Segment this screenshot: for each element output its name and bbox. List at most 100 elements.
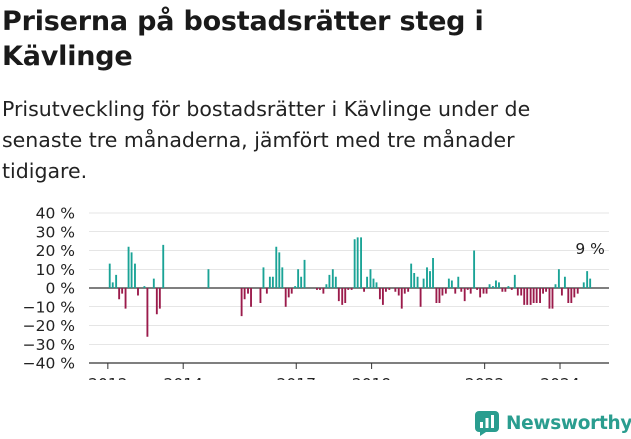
bar bbox=[466, 288, 469, 290]
bar bbox=[143, 286, 146, 288]
bar bbox=[492, 286, 494, 288]
bar bbox=[586, 271, 589, 288]
bar bbox=[381, 288, 384, 305]
bar bbox=[325, 284, 328, 288]
brand-name: Newsworthy bbox=[506, 412, 631, 434]
bar bbox=[388, 288, 391, 290]
bar bbox=[384, 288, 387, 292]
bar bbox=[416, 276, 419, 288]
bar bbox=[287, 288, 290, 298]
bar bbox=[457, 276, 460, 288]
bar bbox=[426, 267, 428, 288]
bar bbox=[535, 288, 538, 303]
bar bbox=[548, 288, 551, 309]
bar bbox=[337, 288, 340, 302]
bar bbox=[482, 288, 485, 294]
y-tick-label: 0 % bbox=[45, 280, 75, 298]
bar bbox=[422, 278, 425, 288]
bar bbox=[294, 286, 297, 288]
bar bbox=[447, 278, 450, 288]
bar bbox=[460, 288, 463, 292]
bar bbox=[344, 288, 347, 303]
bar bbox=[300, 276, 303, 288]
bar bbox=[250, 288, 252, 307]
y-tick-label: −30 % bbox=[23, 336, 75, 354]
bar bbox=[372, 278, 375, 288]
bar bbox=[429, 271, 431, 288]
bar bbox=[271, 276, 274, 288]
bar bbox=[557, 269, 560, 288]
y-tick-label: −10 % bbox=[23, 298, 75, 316]
bar bbox=[450, 280, 453, 288]
bar bbox=[262, 267, 265, 288]
bar bbox=[265, 288, 268, 294]
bar bbox=[435, 288, 438, 303]
bar bbox=[526, 288, 529, 305]
y-tick-label: −40 % bbox=[23, 355, 75, 373]
x-tick-label: 2014 bbox=[163, 375, 202, 380]
bar bbox=[463, 288, 466, 302]
y-tick-label: −20 % bbox=[23, 317, 75, 335]
bar bbox=[570, 288, 573, 303]
bar bbox=[378, 288, 381, 300]
bar bbox=[268, 276, 271, 288]
bar bbox=[419, 288, 422, 307]
bar bbox=[247, 288, 249, 294]
bar bbox=[341, 288, 344, 305]
bar bbox=[259, 288, 262, 303]
bar bbox=[410, 263, 413, 288]
x-tick-label: 2019 bbox=[352, 375, 391, 380]
bar bbox=[316, 288, 318, 290]
bar bbox=[284, 288, 287, 307]
bar bbox=[495, 280, 497, 288]
bar-chart: 2012 2014 2017 2019 2022 2024 40 %30 %20 %10 … bbox=[23, 205, 609, 380]
bar bbox=[363, 288, 366, 292]
y-tick-label: 30 % bbox=[36, 223, 75, 241]
bar bbox=[130, 252, 133, 288]
bar bbox=[207, 269, 210, 288]
bar bbox=[501, 288, 504, 292]
bar bbox=[498, 282, 500, 288]
bar bbox=[469, 288, 472, 294]
bar bbox=[532, 288, 535, 303]
bar bbox=[334, 276, 337, 288]
bar bbox=[563, 276, 566, 288]
bar bbox=[152, 278, 155, 288]
newsworthy-logo-icon bbox=[475, 411, 499, 436]
bar bbox=[476, 288, 479, 290]
bar bbox=[551, 288, 554, 309]
page-subtitle: Prisutveckling för bostadsrätter i Kävli… bbox=[2, 97, 531, 183]
bar bbox=[134, 263, 136, 288]
bar bbox=[516, 288, 519, 296]
bar bbox=[240, 288, 243, 317]
bar bbox=[444, 288, 447, 294]
bar bbox=[488, 284, 491, 288]
x-tick-label: 2022 bbox=[465, 375, 504, 380]
bar bbox=[290, 288, 293, 294]
bar bbox=[582, 282, 585, 288]
bar bbox=[350, 288, 353, 290]
bar bbox=[523, 288, 526, 305]
bar bbox=[567, 288, 570, 303]
bar bbox=[322, 288, 325, 294]
bar bbox=[111, 282, 114, 288]
bar bbox=[121, 288, 124, 294]
bar bbox=[403, 288, 406, 294]
bar bbox=[118, 288, 121, 300]
bar bbox=[375, 282, 378, 288]
bar bbox=[504, 288, 507, 292]
bar bbox=[520, 288, 523, 296]
bar bbox=[319, 288, 321, 290]
bar bbox=[473, 250, 476, 288]
bar bbox=[542, 288, 544, 294]
bar bbox=[275, 246, 278, 288]
bar bbox=[347, 288, 350, 290]
bar bbox=[510, 288, 513, 290]
bar bbox=[438, 288, 441, 303]
bar bbox=[162, 244, 165, 288]
bar bbox=[115, 274, 118, 288]
x-tick-label: 2024 bbox=[540, 375, 579, 380]
bar bbox=[454, 288, 457, 294]
bar bbox=[485, 288, 488, 294]
bar bbox=[124, 288, 127, 309]
